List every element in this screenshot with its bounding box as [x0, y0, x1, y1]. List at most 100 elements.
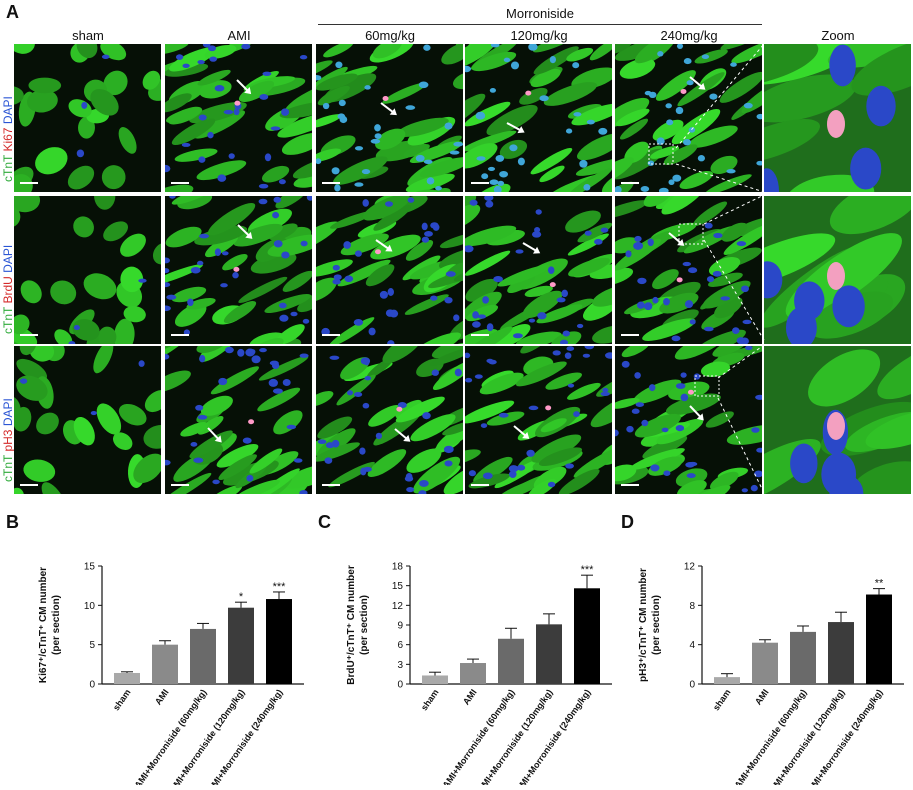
y-axis-sublabel: (per section) [51, 595, 62, 655]
x-tick-label: sham [419, 687, 441, 712]
scale-bar [471, 182, 489, 184]
bar-chart-brdu: BrdU⁺/cTnT⁺ CM number (per section) 0 3 6 9 12… [346, 562, 612, 790]
y-axis-label: Ki67⁺/cTnT⁺ CM number [38, 567, 49, 683]
micrograph-tile [316, 196, 463, 344]
y-tick-label: 6 [397, 640, 403, 651]
bar [752, 642, 778, 684]
bar-chart-ki67: Ki67⁺/cTnT⁺ CM number (per section) 0 5 10 15… [38, 562, 304, 790]
scale-bar [171, 182, 189, 184]
y-tick-label: 8 [689, 601, 695, 612]
scale-bar [20, 484, 38, 486]
x-tick-label: AMI+Morroniside (240mg/kg) [206, 687, 285, 785]
micrograph-tile [165, 44, 312, 192]
y-tick-label: 12 [392, 601, 404, 612]
y-tick-label: 0 [89, 680, 95, 691]
bar [114, 672, 140, 684]
bar [790, 631, 816, 684]
micrograph-tile [316, 346, 463, 494]
bar [866, 594, 892, 684]
x-tick-label: AMI [461, 687, 479, 706]
bar [536, 624, 562, 684]
column-label-sham: sham [72, 28, 104, 43]
x-tick-label: AMI+Morroniside (120mg/kg) [768, 687, 847, 785]
y-tick-label: 12 [684, 562, 696, 573]
bar [714, 677, 740, 684]
micrograph-tile [764, 196, 911, 344]
bar [422, 675, 448, 684]
column-label-120: 120mg/kg [510, 28, 568, 43]
y-tick-label: 3 [397, 660, 403, 671]
micrograph-tile [615, 346, 762, 494]
x-tick-label: AMI+Morroniside (120mg/kg) [168, 687, 247, 785]
y-tick-label: 15 [392, 581, 404, 592]
micrograph-tile [165, 196, 312, 344]
significance-marker: ** [875, 578, 884, 590]
y-tick-label: 4 [689, 640, 695, 651]
scale-bar [171, 334, 189, 336]
x-tick-label: AMI [153, 687, 171, 706]
y-tick-label: 15 [84, 562, 96, 573]
y-tick-label: 0 [689, 680, 695, 691]
scale-bar [322, 484, 340, 486]
column-label-60: 60mg/kg [365, 28, 415, 43]
x-tick-label: AMI+Morroniside (240mg/kg) [806, 687, 885, 785]
chart-b-ki67: Ki67⁺/cTnT⁺ CM number (per section) 0 5 10 15… [10, 540, 310, 790]
x-tick-label: AMI+Morroniside (120mg/kg) [476, 687, 555, 785]
scale-bar [471, 334, 489, 336]
y-tick-label: 0 [397, 680, 403, 691]
group-label-morroniside: Morroniside [506, 6, 574, 21]
significance-marker: * [239, 591, 244, 603]
group-bracket-line [318, 24, 762, 25]
scale-bar [621, 182, 639, 184]
significance-marker: *** [273, 581, 287, 593]
micrograph-tile [14, 196, 161, 344]
bar [574, 588, 600, 684]
x-tick-label: AMI+Morroniside (60mg/kg) [441, 687, 517, 785]
column-label-ami: AMI [227, 28, 251, 43]
bar [266, 599, 292, 684]
bar [228, 607, 254, 684]
bar [828, 622, 854, 684]
micrograph-tile [465, 346, 612, 494]
x-tick-label: sham [111, 687, 133, 712]
chart-c-brdu: BrdU⁺/cTnT⁺ CM number (per section) 0 3 6 9 12… [318, 540, 618, 790]
bar [498, 638, 524, 684]
scale-bar [322, 182, 340, 184]
bar [460, 663, 486, 684]
y-axis-label: pH3⁺/cTnT⁺ CM number [638, 568, 649, 682]
scale-bar [471, 484, 489, 486]
micrograph-tile [615, 196, 762, 344]
y-tick-label: 9 [397, 621, 403, 632]
y-tick-label: 5 [89, 640, 95, 651]
panel-letter-b: B [6, 512, 19, 532]
y-tick-label: 10 [84, 601, 96, 612]
panel-letter-d: D [621, 512, 634, 532]
scale-bar [171, 484, 189, 486]
micrograph-tile [316, 44, 463, 192]
significance-marker: *** [581, 564, 595, 576]
column-label-240: 240mg/kg [660, 28, 718, 43]
scale-bar [322, 334, 340, 336]
micrograph-tile [615, 44, 762, 192]
chart-d-ph3: pH3⁺/cTnT⁺ CM number (per section) 0 4 8 12 sh… [618, 540, 908, 790]
scale-bar [621, 484, 639, 486]
column-label-zoom: Zoom [821, 28, 855, 43]
scale-bar [621, 334, 639, 336]
scale-bar [20, 334, 38, 336]
panel-letter-a: A [6, 2, 19, 22]
bar [190, 628, 216, 684]
micrograph-tile [14, 346, 161, 494]
x-tick-label: AMI [753, 687, 771, 706]
panel-letter-c: C [318, 512, 331, 532]
micrograph-tile [165, 346, 312, 494]
micrograph-tile [465, 196, 612, 344]
bar-chart-ph3: pH3⁺/cTnT⁺ CM number (per section) 0 4 8 12 sh… [638, 562, 904, 790]
y-axis-sublabel: (per section) [359, 595, 370, 655]
micrograph-tile [764, 44, 911, 192]
micrograph-tile [764, 346, 911, 494]
y-axis-label: BrdU⁺/cTnT⁺ CM number [346, 565, 357, 685]
y-tick-label: 18 [392, 562, 404, 573]
scale-bar [20, 182, 38, 184]
x-tick-label: AMI+Morroniside (240mg/kg) [514, 687, 593, 785]
micrograph-tile [14, 44, 161, 192]
